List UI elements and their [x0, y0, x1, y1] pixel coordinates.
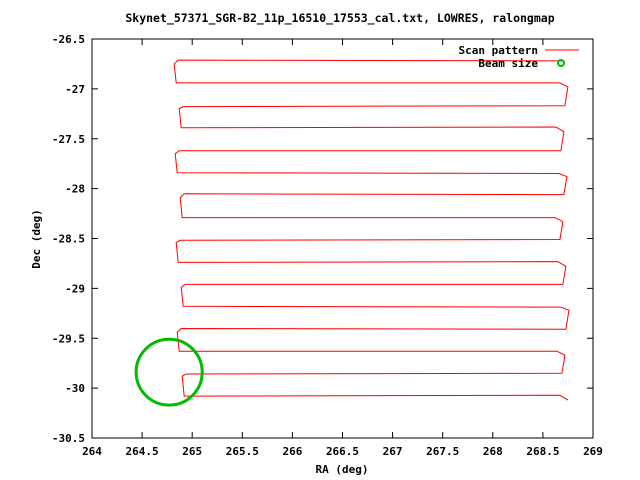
y-tick-label: -30: [65, 382, 85, 395]
legend-swatch-beam-size: [558, 60, 564, 66]
scan-pattern-line: [174, 60, 569, 400]
x-tick-label: 267.5: [426, 445, 459, 458]
y-tick-label: -30.5: [52, 432, 85, 445]
legend-label-beam-size: Beam size: [478, 57, 538, 70]
legend: Scan pattern Beam size: [459, 44, 579, 70]
y-tick-label: -28.5: [52, 233, 85, 246]
x-tick-label: 268.5: [526, 445, 559, 458]
chart-title: Skynet_57371_SGR-B2_11p_16510_17553_cal.…: [125, 11, 554, 26]
y-tick-label: -27: [65, 83, 85, 96]
y-tick-label: -28: [65, 183, 85, 196]
x-tick-label: 265: [182, 445, 202, 458]
x-axis-title: RA (deg): [316, 463, 369, 476]
y-tick-label: -29: [65, 282, 85, 295]
x-tick-label: 265.5: [226, 445, 259, 458]
y-tick-label: -27.5: [52, 133, 85, 146]
y-tick-label: -26.5: [52, 33, 85, 46]
legend-label-scan-pattern: Scan pattern: [459, 44, 538, 57]
x-tick-label: 269: [583, 445, 603, 458]
x-tick-label: 266.5: [326, 445, 359, 458]
x-tick-label: 268: [483, 445, 503, 458]
chart: Skynet_57371_SGR-B2_11p_16510_17553_cal.…: [0, 0, 640, 480]
y-axis-title: Dec (deg): [30, 209, 43, 269]
x-tick-label: 266: [282, 445, 302, 458]
beam-size-circle: [136, 339, 202, 405]
y-tick-label: -29.5: [52, 332, 85, 345]
y-axis: -26.5 -27 -27.5 -28 -28.5 -29 -29.5 -30 -30.5: [52, 33, 593, 445]
x-tick-label: 264: [82, 445, 102, 458]
x-tick-label: 264.5: [126, 445, 159, 458]
plot-frame: [92, 39, 593, 438]
series-layer: [136, 60, 569, 405]
x-tick-label: 267: [383, 445, 403, 458]
